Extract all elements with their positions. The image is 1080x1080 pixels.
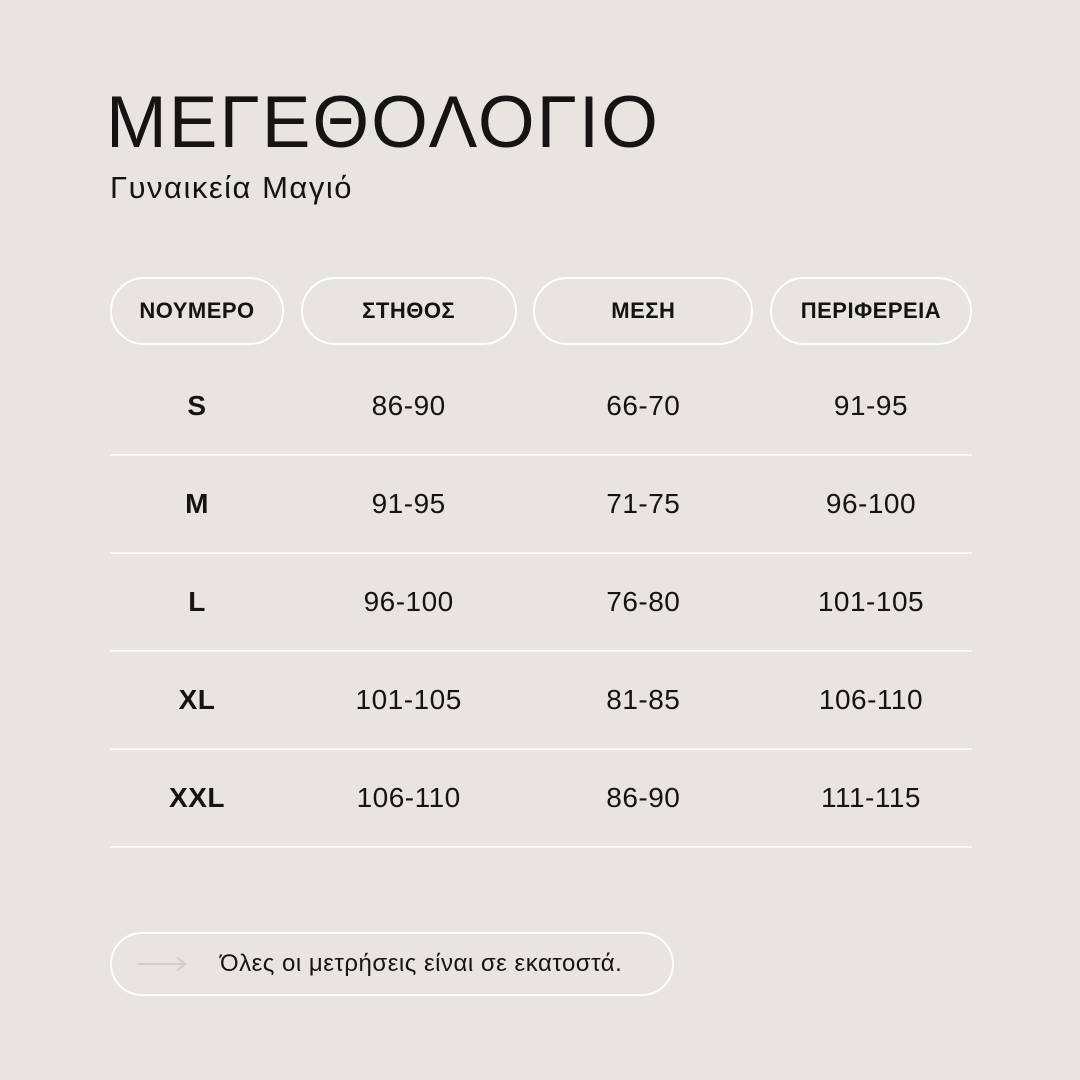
waist-cell: 71-75 [606,488,681,519]
header-pill-hips: ΠΕΡΙΦΕΡΕΙΑ [769,277,972,345]
table-row: XXL 106-110 86-90 111-115 [110,750,972,848]
header-pill-size: ΝΟΥΜΕΡΟ [110,277,284,345]
chest-cell: 96-100 [363,586,454,617]
table-row: S 86-90 66-70 91-95 [110,358,972,456]
waist-cell: 76-80 [606,586,681,617]
hips-cell: 91-95 [833,390,909,421]
waist-cell: 66-70 [606,390,681,421]
measurement-note-text: Όλες οι μετρήσεις είναι σε εκατοστά. [220,950,623,977]
waist-cell: 86-90 [606,782,681,813]
hips-cell: 111-115 [820,782,921,813]
hips-cell: 96-100 [825,488,917,519]
table-row: XL 101-105 81-85 106-110 [110,652,972,750]
chest-cell: 106-110 [356,782,461,813]
size-cell: M [185,488,209,519]
size-cell: L [188,586,206,617]
hips-cell: 101-105 [817,586,925,617]
table-row: M 91-95 71-75 96-100 [110,456,972,554]
size-table: S 86-90 66-70 91-95 M 91-95 71-75 96-100… [110,358,972,848]
size-cell: S [187,390,207,421]
header-pill-chest: ΣΤΗΘΟΣ [300,277,517,345]
page-subtitle: Γυναικεία Μαγιό [110,170,353,205]
size-cell: XXL [169,782,225,813]
header-pill-waist: ΜΕΣΗ [533,277,754,345]
page-title: ΜΕΓΕΘΟΛΟΓΙΟ [106,82,660,163]
hips-cell: 106-110 [818,684,924,715]
waist-cell: 81-85 [606,684,681,715]
measurement-note-pill: Όλες οι μετρήσεις είναι σε εκατοστά. [110,932,674,996]
chest-cell: 91-95 [371,488,446,519]
table-row: L 96-100 76-80 101-105 [110,554,972,652]
arrow-right-icon [138,956,188,972]
chest-cell: 86-90 [371,390,446,421]
chest-cell: 101-105 [355,684,462,715]
table-header-row: ΝΟΥΜΕΡΟ ΣΤΗΘΟΣ ΜΕΣΗ ΠΕΡΙΦΕΡΕΙΑ [110,277,972,345]
size-cell: XL [178,684,216,715]
